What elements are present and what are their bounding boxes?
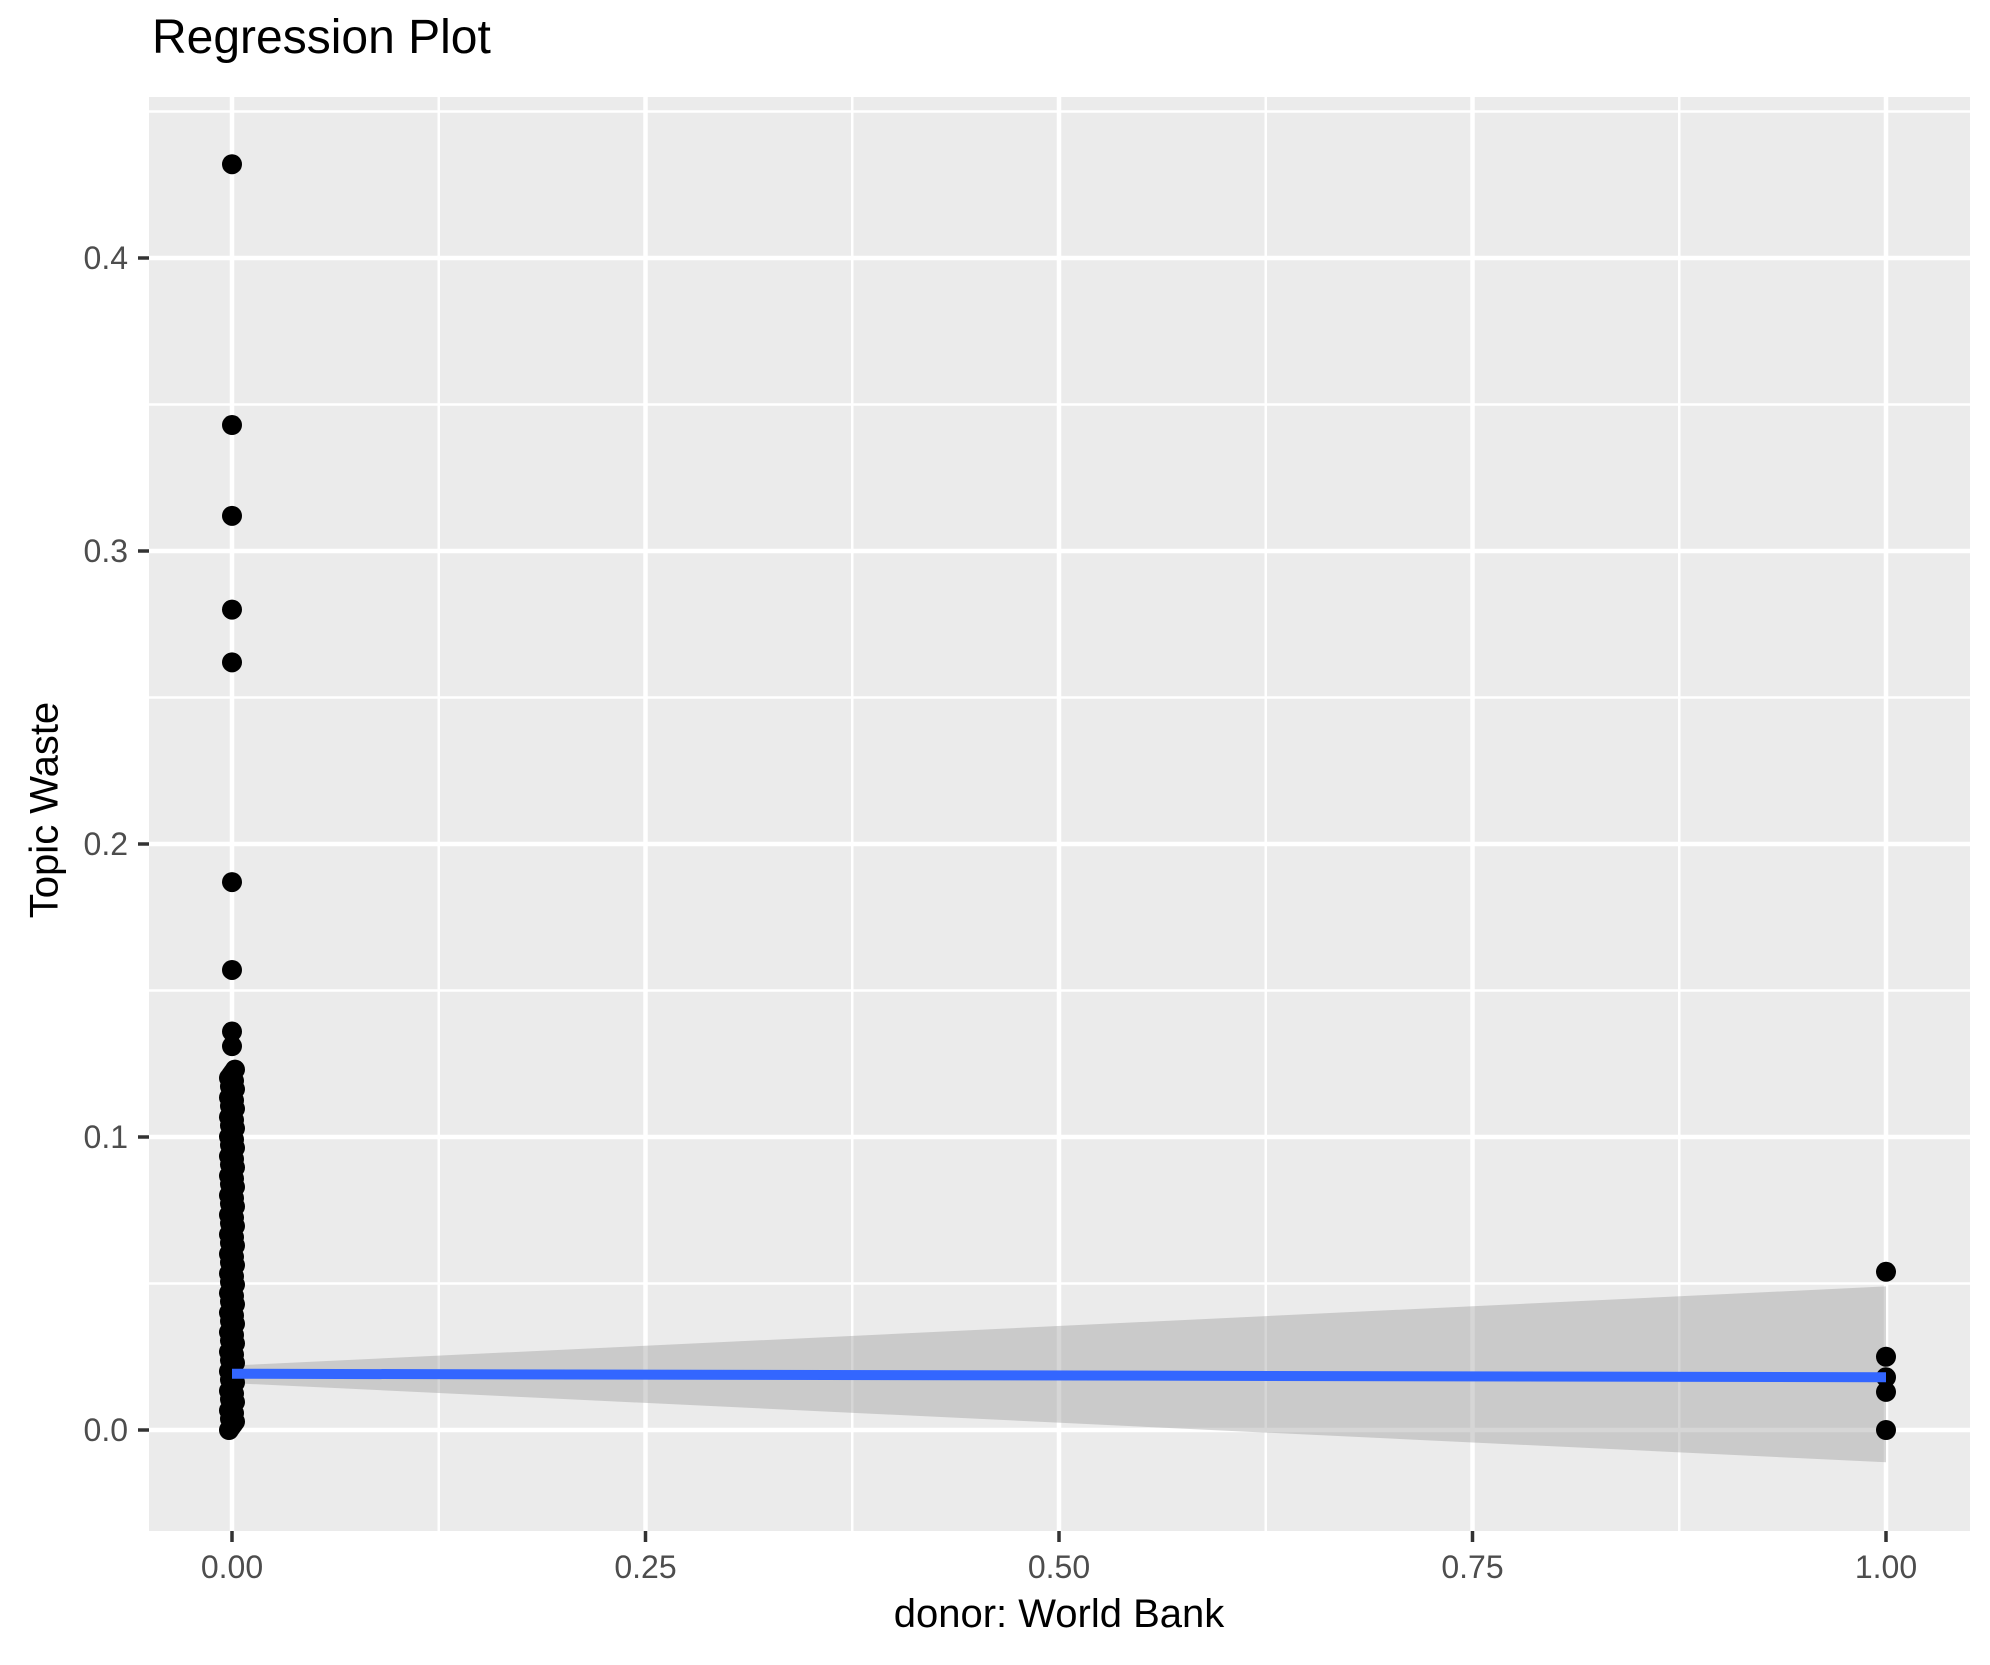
data-point [222, 1036, 242, 1057]
x-axis-title: donor: World Bank [893, 1592, 1225, 1636]
data-point [225, 1059, 245, 1080]
x-tick-label: 1.00 [1855, 1549, 1917, 1585]
regression-line [231, 1368, 1887, 1383]
x-tick-label: 0.75 [1441, 1549, 1503, 1585]
y-tick-label: 0.1 [84, 1119, 128, 1155]
x-tick-label: 0.50 [1028, 1549, 1090, 1585]
y-tick-label: 0.4 [84, 240, 128, 276]
data-point [1876, 1346, 1896, 1367]
data-point [1876, 1420, 1896, 1440]
data-point [1876, 1381, 1896, 1402]
data-point [222, 505, 242, 526]
x-tick-label: 0.25 [614, 1549, 676, 1585]
data-point [222, 154, 242, 175]
y-tick-label: 0.2 [84, 826, 128, 862]
data-point [222, 599, 242, 620]
data-point [222, 415, 242, 436]
data-point [222, 872, 242, 893]
data-point [222, 959, 242, 980]
data-point [222, 652, 242, 673]
y-tick-label: 0.3 [84, 533, 128, 569]
x-tick-label: 0.00 [201, 1549, 263, 1585]
y-axis-title: Topic Waste [22, 701, 67, 919]
data-point [222, 1021, 242, 1042]
data-point [1876, 1261, 1896, 1282]
plot-title: Regression Plot [152, 11, 491, 64]
y-tick-label: 0.0 [84, 1412, 128, 1448]
